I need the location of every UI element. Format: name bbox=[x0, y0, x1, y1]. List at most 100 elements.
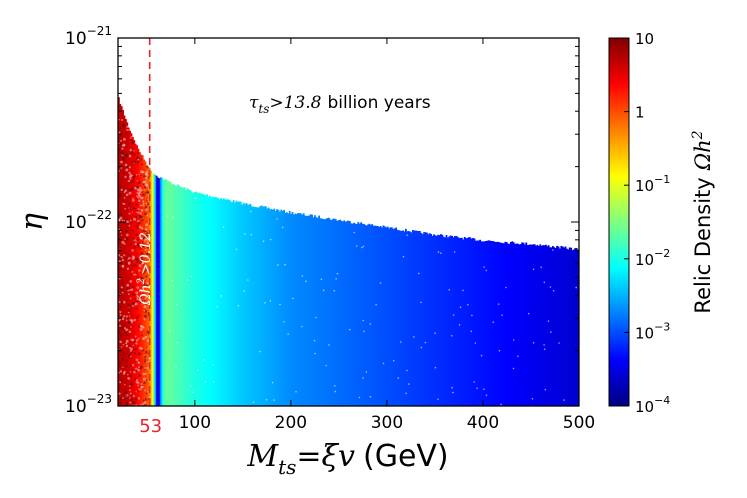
relic-density-strip bbox=[157, 177, 159, 406]
scatter-point bbox=[459, 306, 462, 309]
scatter-point bbox=[130, 151, 133, 154]
relic-density-strip bbox=[235, 200, 238, 406]
scatter-point bbox=[125, 233, 129, 237]
relic-density-strip bbox=[494, 241, 497, 406]
scatter-point bbox=[122, 343, 125, 346]
relic-density-strip bbox=[529, 244, 532, 406]
relic-density-strip bbox=[412, 229, 414, 406]
scatter-point bbox=[144, 398, 148, 401]
relic-density-strip bbox=[181, 187, 183, 406]
scatter-point bbox=[265, 399, 268, 401]
relic-density-strip bbox=[165, 179, 168, 406]
relic-density-strip bbox=[567, 249, 570, 406]
scatter-point bbox=[128, 309, 131, 313]
scatter-point bbox=[362, 377, 364, 379]
relic-density-strip bbox=[344, 221, 347, 406]
relic-density-strip bbox=[273, 208, 276, 406]
relic-density-strip bbox=[304, 215, 306, 406]
scatter-point bbox=[244, 233, 246, 235]
scatter-point bbox=[140, 196, 143, 200]
relic-density-strip bbox=[424, 232, 427, 406]
relic-density-strip bbox=[171, 184, 173, 406]
scatter-point bbox=[118, 319, 121, 322]
scatter-point bbox=[135, 307, 138, 310]
scatter-point bbox=[132, 400, 135, 404]
relic-density-strip bbox=[342, 221, 344, 406]
scatter-point bbox=[166, 215, 169, 217]
relic-density-strip bbox=[491, 241, 494, 406]
scatter-point bbox=[142, 182, 145, 185]
colorbar-tick-label: 10 bbox=[635, 30, 654, 48]
scatter-point bbox=[135, 173, 138, 176]
relic-density-strip bbox=[505, 242, 508, 406]
scatter-point bbox=[134, 397, 138, 401]
scatter-point bbox=[124, 175, 127, 179]
x-tick-label: 100 bbox=[179, 413, 211, 433]
relic-density-strip bbox=[574, 248, 577, 406]
scatter-point bbox=[295, 391, 297, 393]
scatter-point bbox=[532, 342, 535, 344]
relic-density-strip bbox=[357, 222, 360, 406]
scatter-point bbox=[437, 398, 439, 401]
scatter-point bbox=[212, 364, 214, 366]
scatter-point bbox=[145, 275, 148, 278]
relic-density-strip bbox=[402, 230, 404, 406]
scatter-point bbox=[137, 152, 140, 155]
relic-density-strip bbox=[140, 154, 143, 406]
relic-density-strip bbox=[489, 240, 491, 406]
scatter-point bbox=[132, 273, 135, 276]
scatter-point bbox=[137, 280, 140, 283]
scatter-point bbox=[120, 346, 123, 348]
scatter-point bbox=[122, 393, 125, 396]
relic-density-strip bbox=[533, 244, 536, 406]
relic-density-strip bbox=[153, 173, 155, 406]
relic-density-strip bbox=[561, 246, 564, 406]
relic-density-strip bbox=[466, 237, 469, 406]
scatter-point bbox=[204, 380, 207, 383]
scatter-point bbox=[132, 152, 136, 156]
scatter-point bbox=[141, 402, 145, 405]
scatter-point bbox=[142, 377, 146, 381]
relic-density-strip bbox=[554, 247, 557, 406]
scatter-point bbox=[305, 280, 307, 283]
scatter-point bbox=[146, 202, 150, 206]
relic-density-strip bbox=[164, 179, 166, 406]
scatter-point bbox=[505, 286, 507, 289]
scatter-point bbox=[127, 179, 131, 183]
scatter-point bbox=[132, 197, 134, 200]
scatter-point bbox=[145, 171, 149, 175]
scatter-point bbox=[301, 325, 303, 328]
scatter-point bbox=[143, 278, 146, 281]
scatter-point bbox=[132, 175, 136, 178]
scatter-point bbox=[544, 388, 547, 391]
scatter-point bbox=[142, 242, 144, 244]
scatter-point bbox=[146, 220, 148, 222]
relic-density-strip bbox=[245, 203, 248, 406]
scatter-point bbox=[145, 176, 148, 180]
relic-density-strip bbox=[148, 167, 151, 406]
relic-density-strip bbox=[190, 191, 193, 406]
scatter-point bbox=[334, 385, 336, 387]
scatter-point bbox=[392, 360, 395, 362]
scatter-point bbox=[137, 397, 141, 400]
scatter-point bbox=[140, 174, 142, 177]
scatter-point bbox=[124, 365, 127, 368]
relic-density-strip bbox=[552, 246, 554, 406]
omega-sup: 2 bbox=[136, 278, 147, 285]
scatter-point bbox=[135, 358, 139, 362]
scatter-point bbox=[142, 264, 145, 266]
relic-density-strip bbox=[556, 245, 558, 406]
relic-density-strip bbox=[403, 231, 406, 406]
colorbar-tick-label: 10−1 bbox=[635, 173, 670, 195]
scatter-point bbox=[119, 306, 122, 309]
scatter-point bbox=[128, 188, 132, 192]
scatter-point bbox=[485, 269, 488, 272]
scatter-point bbox=[473, 381, 476, 383]
y-tick-label: 10−21 bbox=[65, 24, 112, 49]
scatter-point bbox=[118, 193, 122, 196]
relic-density-strip bbox=[504, 241, 507, 406]
scatter-point bbox=[143, 185, 147, 189]
relic-density-strip bbox=[413, 230, 416, 406]
relic-density-strip bbox=[486, 240, 488, 406]
relic-density-strip bbox=[160, 177, 162, 406]
